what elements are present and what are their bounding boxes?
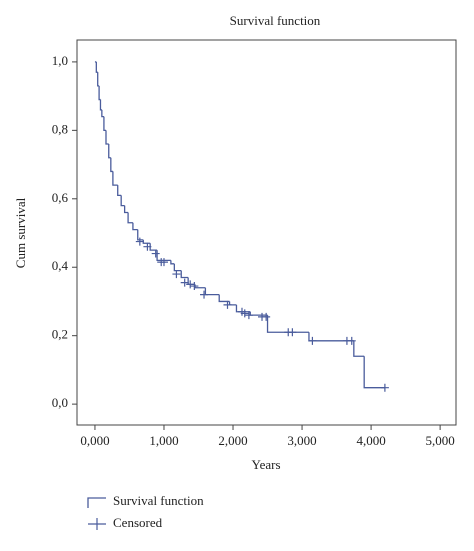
censor-mark [244, 311, 253, 320]
survival-step [132, 222, 138, 231]
y-tick-label: 0,4 [52, 258, 69, 273]
censor-mark [135, 237, 144, 246]
x-tick-label: 5,000 [425, 433, 454, 448]
survival-step [95, 61, 98, 73]
censor-mark [186, 280, 195, 289]
survival-step [180, 270, 189, 279]
censor-mark [223, 300, 232, 309]
survival-step [127, 212, 133, 224]
censor-mark [159, 258, 168, 267]
survival-step [170, 260, 175, 265]
survival-step [110, 157, 113, 173]
survival-step [235, 304, 251, 313]
x-tick-label: 3,000 [287, 433, 316, 448]
censor-mark [288, 328, 297, 337]
survival-step [149, 243, 158, 251]
chart-title: Survival function [230, 13, 321, 28]
plot-frame [76, 39, 457, 426]
censor-mark [143, 242, 152, 251]
censor-mark [180, 278, 189, 287]
survival-step [137, 229, 144, 241]
legend-label: Survival function [113, 493, 204, 508]
y-tick-label: 0,8 [52, 121, 68, 136]
survival-step [108, 144, 111, 159]
survival-step [117, 185, 122, 197]
survival-step [99, 99, 102, 111]
survival-step [112, 171, 118, 186]
survival-step [103, 116, 106, 131]
x-tick-label: 4,000 [356, 433, 385, 448]
legend-label: Censored [113, 515, 163, 530]
censor-mark [200, 290, 209, 299]
censor-mark [240, 309, 249, 318]
censor-mark [172, 270, 181, 279]
y-tick-label: 0,6 [52, 190, 69, 205]
survival-step [97, 72, 100, 87]
y-tick-label: 0,2 [52, 327, 68, 342]
survival-step [353, 340, 365, 357]
legend-icon [88, 518, 106, 530]
survival-step [204, 287, 220, 296]
legend-icon [87, 497, 106, 508]
y-tick-label: 1,0 [52, 53, 68, 68]
x-tick-label: 2,000 [218, 433, 247, 448]
survival-step [123, 205, 129, 214]
survival-step [218, 294, 230, 303]
censor-mark [308, 336, 317, 345]
censor-mark [347, 336, 356, 345]
survival-step [142, 239, 151, 244]
y-axis-label: Cum survival [13, 197, 28, 268]
survival-step [120, 195, 125, 207]
survival-step [173, 263, 182, 272]
survival-step [363, 356, 385, 389]
x-axis-label: Years [251, 457, 280, 472]
x-tick-label: 0,000 [80, 433, 109, 448]
censor-mark [151, 249, 160, 258]
survival-step [105, 130, 109, 145]
survival-step [98, 85, 101, 101]
censor-mark [190, 282, 199, 291]
censor-mark [380, 383, 389, 392]
survival-step [101, 109, 104, 118]
y-tick-label: 0,0 [52, 395, 68, 410]
x-tick-label: 1,000 [149, 433, 178, 448]
censor-mark [262, 312, 271, 321]
